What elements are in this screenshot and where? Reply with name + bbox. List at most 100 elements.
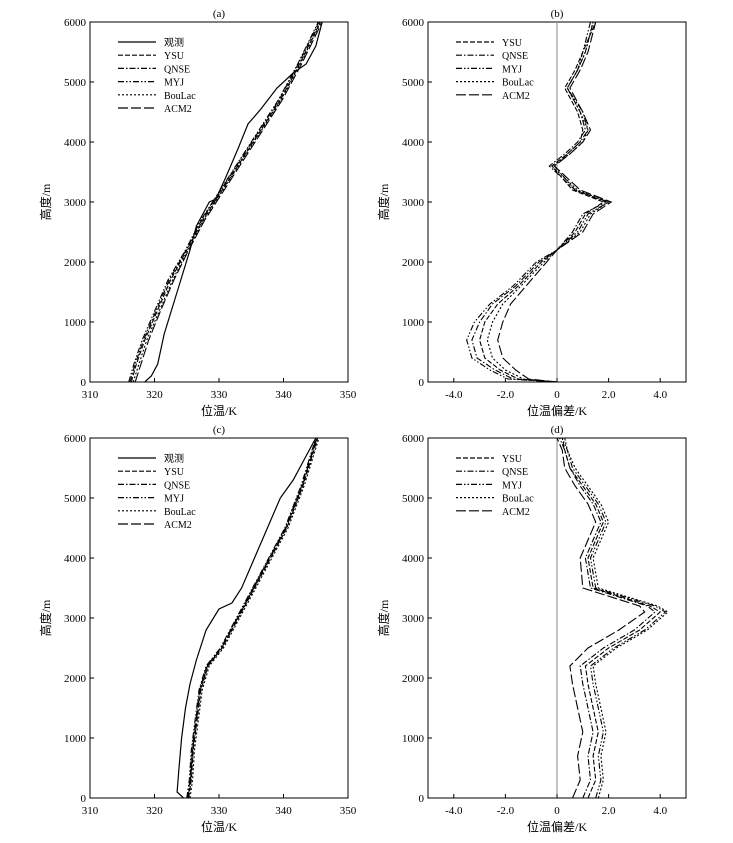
y-tick-label: 4000	[64, 553, 87, 565]
y-tick-label: 2000	[402, 673, 425, 685]
series-group	[128, 22, 323, 382]
x-tick-label: -4.0	[445, 389, 463, 401]
series-line-YSU	[561, 438, 662, 798]
legend-label: QNSE	[502, 51, 528, 62]
y-tick-label: 3000	[64, 613, 87, 625]
y-tick-label: 2000	[402, 257, 425, 269]
y-tick-label: 4000	[64, 137, 87, 149]
x-tick-label: 320	[146, 805, 163, 817]
legend-label: MYJ	[502, 64, 522, 75]
y-tick-label: 3000	[402, 613, 425, 625]
y-axis-label: 高度/m	[38, 599, 53, 636]
y-tick-label: 4000	[402, 137, 425, 149]
x-axis-label: 位温/K	[201, 403, 237, 418]
series-line-ACM2	[497, 22, 613, 382]
x-tick-label: 320	[146, 389, 163, 401]
x-tick-label: -4.0	[445, 805, 463, 817]
y-tick-label: 0	[419, 377, 425, 389]
y-tick-label: 1000	[64, 733, 87, 745]
panel-label: (b)	[551, 8, 564, 20]
y-axis-label: 高度/m	[376, 183, 391, 220]
legend-label: BouLac	[502, 494, 534, 505]
plot-frame	[89, 21, 349, 383]
x-tick-label: 2.0	[602, 389, 616, 401]
legend-label: ACM2	[164, 104, 192, 115]
series-line-ACM2	[134, 22, 323, 382]
x-tick-label: 350	[340, 805, 357, 817]
legend-label: YSU	[164, 467, 185, 478]
legend-label: 观测	[164, 36, 184, 49]
series-line-BouLac	[486, 22, 610, 382]
legend-label: MYJ	[164, 494, 184, 505]
x-tick-label: -2.0	[497, 389, 515, 401]
x-tick-label: 0	[554, 805, 560, 817]
x-tick-label: 310	[82, 805, 99, 817]
series-line-ACM2	[187, 438, 318, 798]
y-tick-label: 6000	[64, 17, 87, 29]
x-axis-label: 位温偏差/K	[527, 403, 587, 418]
x-tick-label: 2.0	[602, 805, 616, 817]
x-axis-label: 位温/K	[201, 819, 237, 834]
series-line-MYJ	[466, 22, 610, 382]
legend-label: YSU	[164, 51, 185, 62]
panel-0: (a) 0 1000 2000 3000 4000 5000 6000 310 320 330 340…	[38, 8, 357, 418]
series-line-MYJ	[128, 22, 319, 382]
y-axis-label: 高度/m	[376, 599, 391, 636]
panel-label: (a)	[213, 8, 226, 20]
legend-label: 观测	[164, 452, 184, 465]
y-tick-label: 6000	[402, 433, 425, 445]
legend-label: MYJ	[164, 78, 184, 89]
legend-label: QNSE	[164, 64, 190, 75]
x-tick-label: 330	[211, 389, 228, 401]
y-tick-label: 2000	[64, 673, 87, 685]
series-line-MYJ	[561, 438, 667, 798]
y-tick-label: 0	[81, 793, 87, 805]
series-group	[176, 438, 320, 798]
y-tick-label: 0	[419, 793, 425, 805]
y-tick-label: 5000	[402, 493, 425, 505]
y-tick-label: 1000	[402, 317, 425, 329]
y-tick-label: 3000	[402, 197, 425, 209]
x-tick-label: 4.0	[653, 805, 667, 817]
legend-label: ACM2	[164, 520, 192, 531]
panel-1: (b) 0 1000 2000 3000 4000 5000 6000 -4.0 -2.0 0 2.0…	[376, 8, 687, 418]
x-tick-label: 330	[211, 805, 228, 817]
y-tick-label: 4000	[402, 553, 425, 565]
x-tick-label: -2.0	[497, 805, 515, 817]
series-group	[556, 438, 669, 798]
series-line-QNSE	[559, 438, 656, 798]
y-tick-label: 5000	[64, 77, 87, 89]
legend-label: BouLac	[164, 507, 196, 518]
y-tick-label: 0	[81, 377, 87, 389]
plot-frame	[89, 437, 349, 799]
y-tick-label: 5000	[64, 493, 87, 505]
y-tick-label: 6000	[402, 17, 425, 29]
y-tick-label: 2000	[64, 257, 87, 269]
legend-label: ACM2	[502, 91, 530, 102]
legend-label: QNSE	[502, 467, 528, 478]
panel-label: (c)	[213, 424, 226, 436]
series-line-观测	[176, 438, 317, 798]
legend-label: YSU	[502, 38, 523, 49]
series-line-QNSE	[186, 438, 317, 798]
series-line-ACM2	[556, 438, 646, 798]
panel-label: (d)	[551, 424, 564, 436]
series-line-YSU	[479, 22, 605, 382]
x-tick-label: 4.0	[653, 389, 667, 401]
legend-label: MYJ	[502, 480, 522, 491]
series-line-BouLac	[132, 22, 322, 382]
panel-3: (d) 0 1000 2000 3000 4000 5000 6000 -4.0 -2.0 0 2.0…	[376, 424, 687, 834]
x-tick-label: 350	[340, 389, 357, 401]
legend-label: ACM2	[502, 507, 530, 518]
x-axis-label: 位温偏差/K	[527, 819, 587, 834]
series-line-BouLac	[564, 438, 669, 798]
x-tick-label: 340	[275, 389, 292, 401]
legend-label: BouLac	[502, 78, 534, 89]
series-line-BouLac	[189, 438, 320, 798]
series-line-QNSE	[129, 22, 320, 382]
legend-label: BouLac	[164, 91, 196, 102]
y-axis-label: 高度/m	[38, 183, 53, 220]
y-tick-label: 3000	[64, 197, 87, 209]
x-tick-label: 340	[275, 805, 292, 817]
